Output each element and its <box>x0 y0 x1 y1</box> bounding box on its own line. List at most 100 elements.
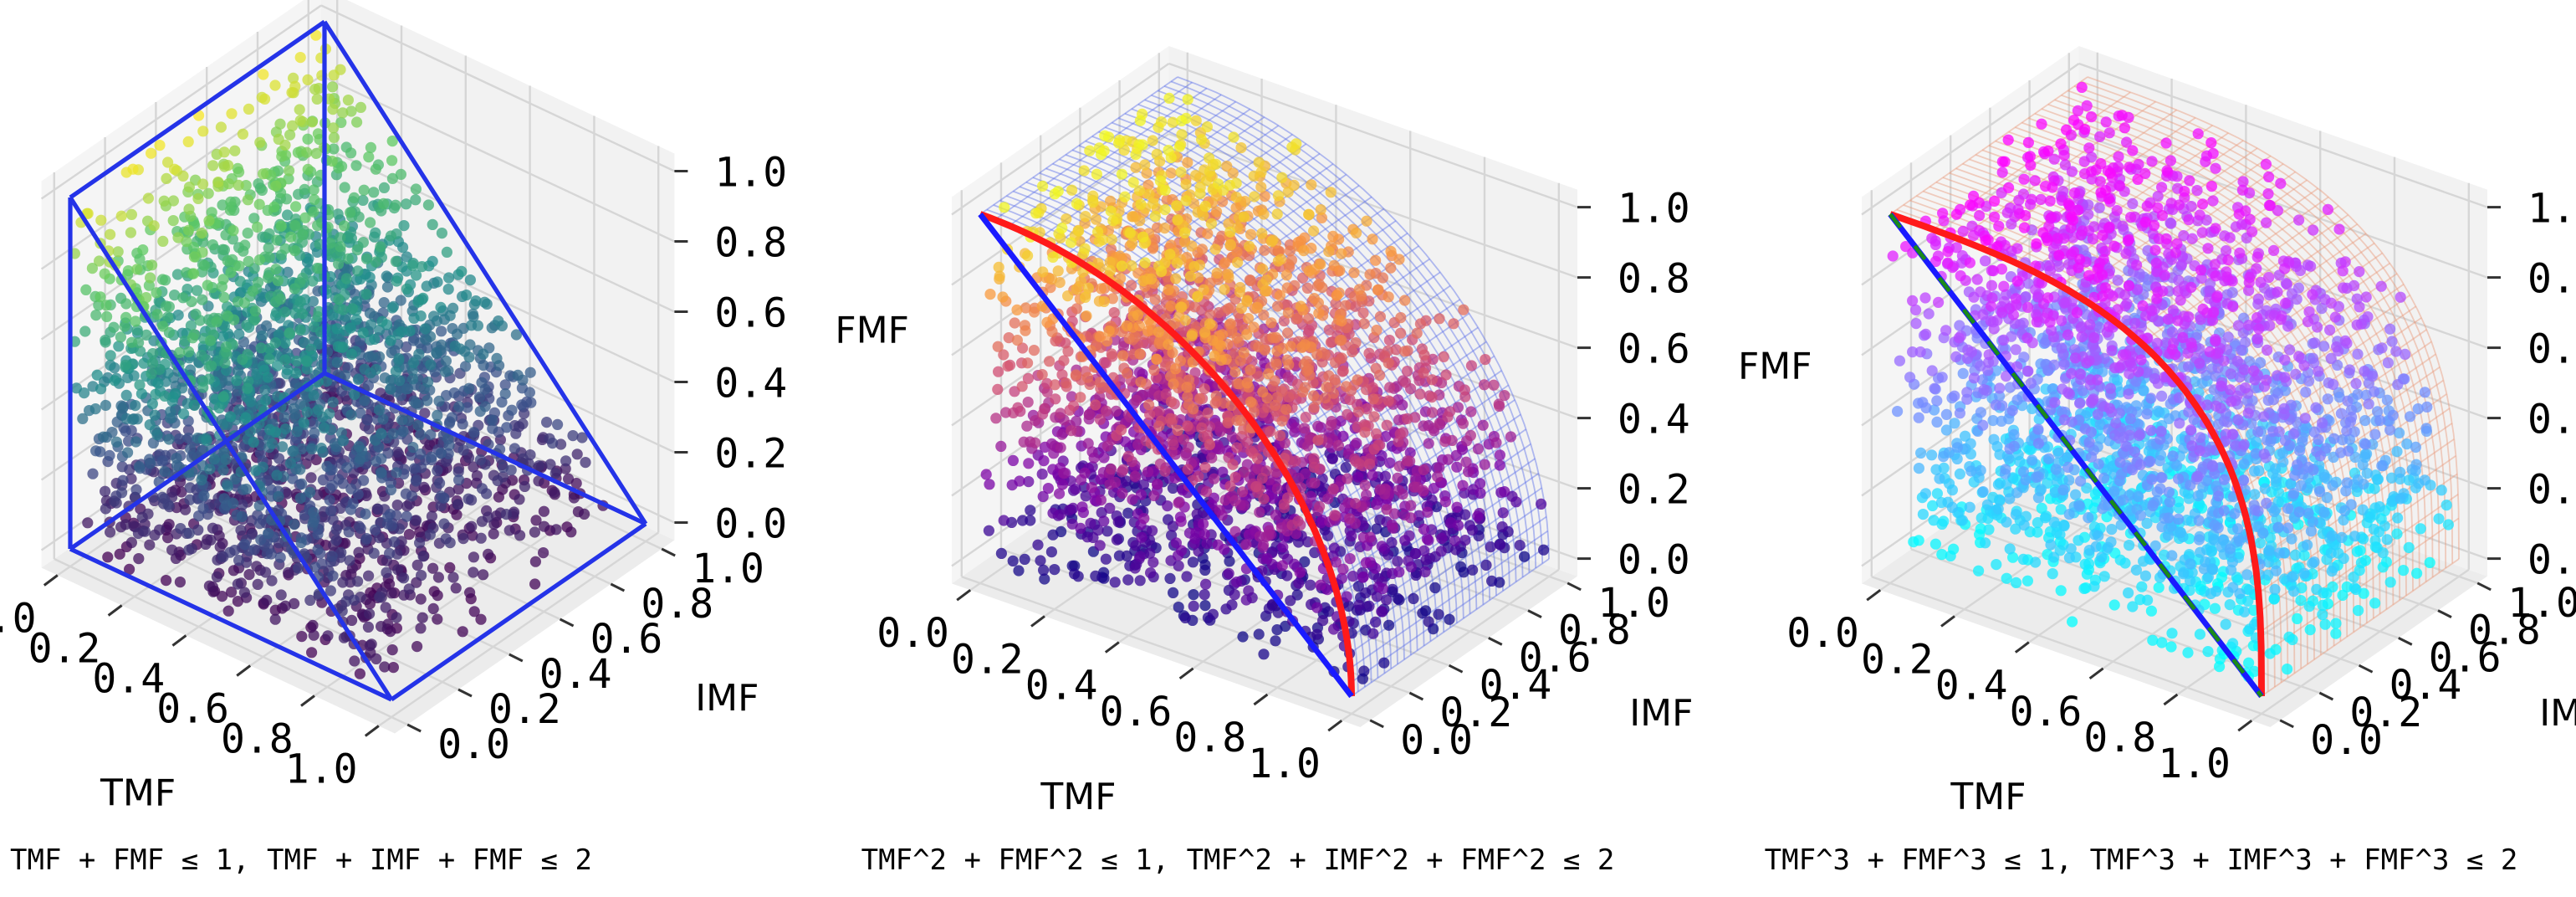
data-point <box>120 311 132 323</box>
data-point <box>90 310 102 321</box>
data-point <box>1122 507 1134 519</box>
data-point <box>452 466 464 478</box>
data-point <box>1303 325 1315 336</box>
data-point <box>117 474 129 486</box>
data-point <box>225 411 237 423</box>
data-point <box>100 485 111 497</box>
data-point <box>386 520 397 532</box>
data-point <box>218 291 230 303</box>
data-point <box>226 108 238 120</box>
data-point <box>261 594 273 607</box>
data-point <box>1107 215 1119 227</box>
data-point <box>533 475 544 487</box>
data-point <box>1137 231 1149 243</box>
data-point <box>421 280 432 292</box>
data-point <box>550 524 562 536</box>
data-point <box>192 192 204 204</box>
data-point <box>1377 583 1388 595</box>
data-point <box>552 418 564 430</box>
data-point <box>220 454 232 465</box>
data-point <box>411 269 422 281</box>
x-tick-mark <box>43 574 59 587</box>
data-point <box>197 178 209 190</box>
data-point <box>271 306 283 318</box>
data-point <box>159 466 171 478</box>
data-point <box>295 536 307 549</box>
data-point <box>387 428 399 439</box>
data-point <box>1017 515 1029 526</box>
z-tick-label: 0.2 <box>714 431 787 478</box>
data-point <box>1265 425 1276 438</box>
data-point <box>242 194 253 206</box>
data-point <box>479 383 491 395</box>
data-point <box>237 354 248 366</box>
data-point <box>203 580 215 592</box>
grid-line <box>320 74 675 243</box>
data-point <box>1134 215 1146 227</box>
data-point <box>180 504 192 515</box>
z-tick-label: 0.4 <box>714 361 787 407</box>
data-point <box>1435 546 1447 557</box>
data-point <box>340 325 352 336</box>
data-point <box>519 480 531 493</box>
data-point <box>1353 284 1365 295</box>
data-point <box>1224 226 1236 238</box>
data-point <box>1322 493 1334 505</box>
data-point <box>374 591 386 603</box>
z-tick-label: 0.0 <box>714 501 787 548</box>
data-point <box>1182 156 1193 168</box>
data-point <box>1137 275 1149 287</box>
data-point <box>478 296 491 308</box>
data-point <box>1370 254 1382 266</box>
data-point <box>219 357 231 369</box>
data-point <box>1110 405 1122 417</box>
data-point <box>248 213 260 224</box>
scatter-points <box>69 29 609 679</box>
data-point <box>348 192 360 203</box>
data-point <box>1477 419 1489 431</box>
data-point <box>1330 356 1342 368</box>
data-point <box>1308 390 1320 402</box>
data-point <box>345 105 357 117</box>
data-point <box>1228 131 1239 143</box>
data-point <box>410 194 422 206</box>
data-point <box>309 84 321 95</box>
data-point <box>1245 364 1256 376</box>
data-point <box>167 215 179 227</box>
data-point <box>307 619 319 632</box>
data-point <box>182 136 194 147</box>
data-point <box>1238 346 1250 358</box>
data-point <box>1180 195 1192 207</box>
data-point <box>327 104 339 115</box>
data-point <box>1418 367 1429 379</box>
data-point <box>120 389 132 401</box>
data-point <box>1385 262 1397 274</box>
data-point <box>1378 657 1390 669</box>
data-point <box>372 503 384 515</box>
data-point <box>270 296 282 308</box>
data-point <box>493 491 505 503</box>
data-point <box>1505 431 1516 443</box>
data-point <box>471 470 483 482</box>
data-point <box>306 116 318 128</box>
data-point <box>174 346 186 358</box>
data-point <box>340 370 351 382</box>
data-point <box>1303 265 1315 277</box>
data-point <box>384 547 396 560</box>
data-point <box>443 272 455 284</box>
data-point <box>415 428 427 441</box>
data-point <box>1315 204 1326 216</box>
data-point <box>378 297 390 309</box>
data-point <box>417 551 429 562</box>
data-point <box>308 516 319 528</box>
data-point <box>1126 260 1137 272</box>
data-point <box>272 274 284 286</box>
data-point <box>1293 577 1305 589</box>
panel-1: 0.00.20.40.60.81.00.00.20.40.60.81.00.00… <box>0 0 909 815</box>
data-point <box>1108 307 1120 319</box>
data-point <box>233 167 245 178</box>
x-tick-label: 0.2 <box>28 626 101 673</box>
data-point <box>302 163 314 175</box>
data-point <box>1464 429 1476 442</box>
data-point <box>1536 498 1547 510</box>
